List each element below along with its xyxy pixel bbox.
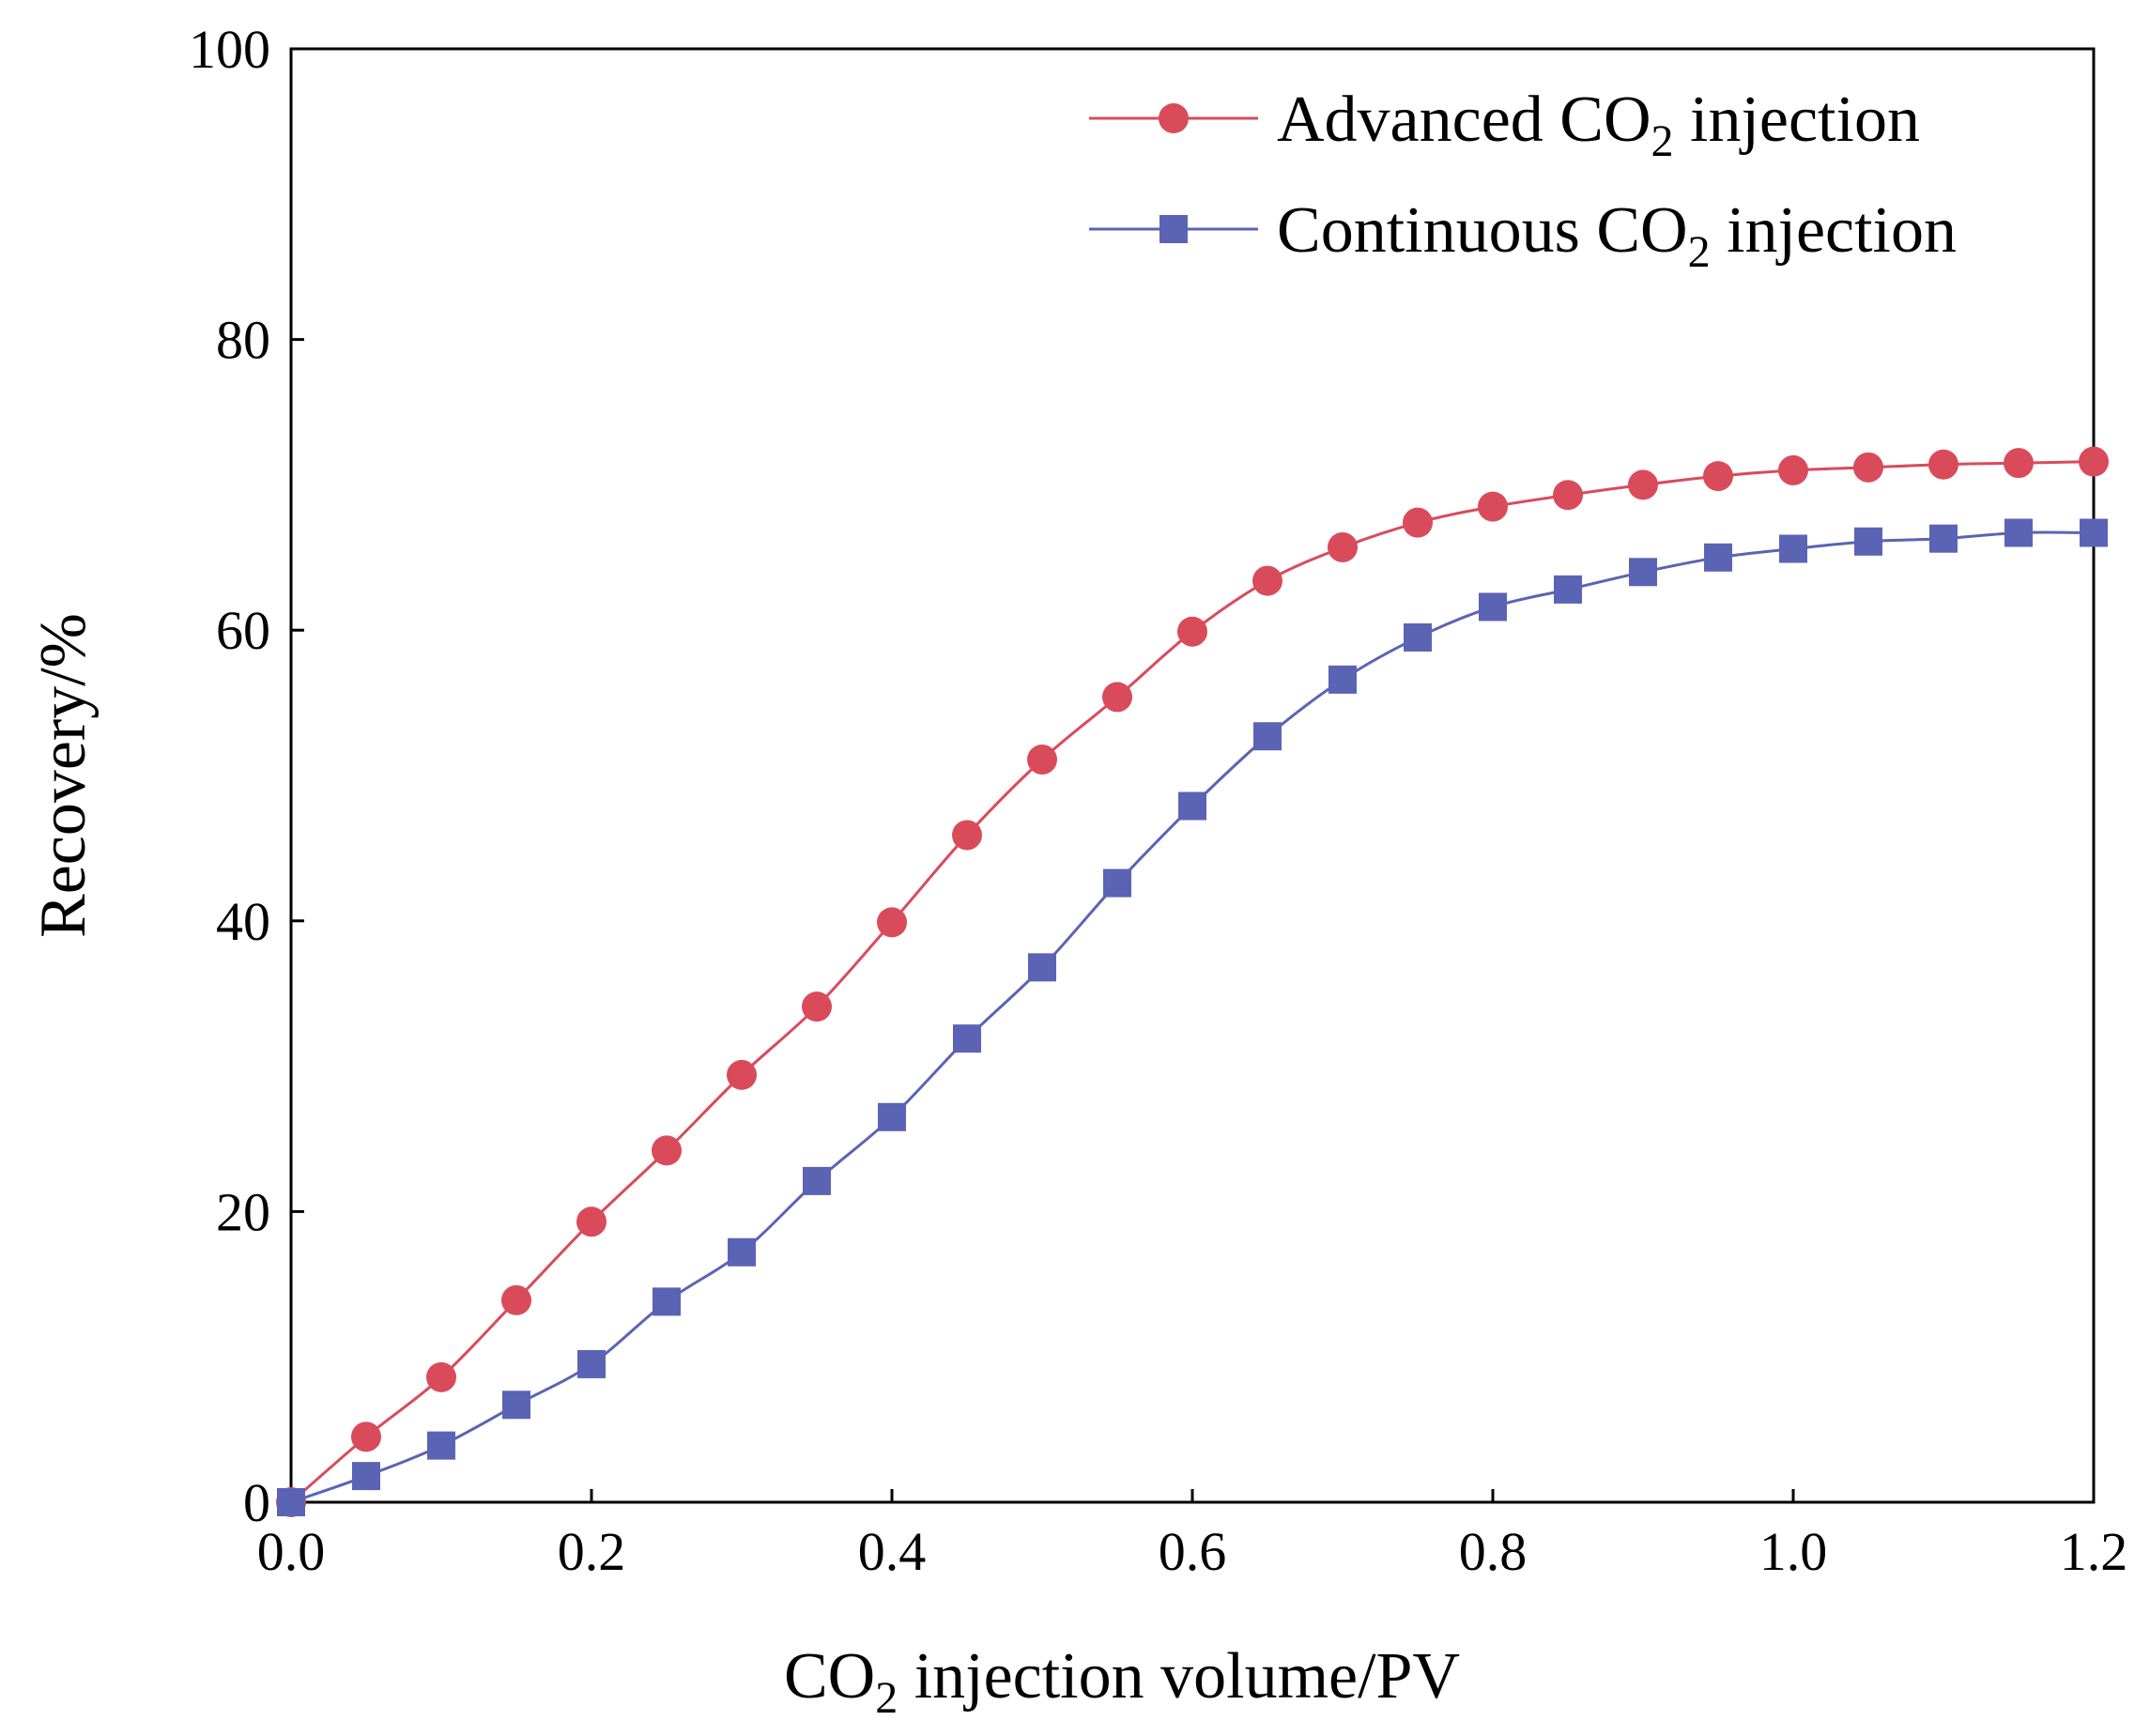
series-0-point [501,1284,531,1315]
legend-label-continuous: Continuous CO2 injection [1277,194,1957,277]
series-0-point [1703,461,1733,492]
y-axis-title: Recovery/% [27,613,100,938]
series-0-point [802,991,832,1022]
series-1-point [2004,518,2033,547]
series-1-point [1479,592,1507,622]
series-0-point [1628,469,1658,500]
series-0-point [2004,448,2034,479]
x-tick-label: 1.0 [1759,1521,1828,1582]
series-1-point [1103,868,1131,898]
series-0-point [952,820,982,851]
series-0-point [1478,491,1508,522]
y-tick-label: 20 [216,1181,270,1242]
series-0-point [1102,682,1132,713]
legend-label-continuous-rest: injection [1711,194,1957,267]
series-1-point [427,1431,455,1460]
series-0-point [1553,480,1583,511]
series-0-point [1177,616,1207,647]
legend-label-continuous-subscript: 2 [1688,227,1711,277]
legend-marker-continuous [1159,215,1188,243]
series-1-point [1929,524,1958,553]
legend-label-advanced: Advanced CO2 injection [1277,84,1920,166]
series-0-point [652,1135,682,1166]
x-tick-label: 0.8 [1459,1521,1528,1582]
series-1-point [502,1390,530,1420]
series-1-point [1028,953,1056,982]
series-1-point [1554,575,1582,604]
series-1-point [803,1166,831,1195]
legend-marker-advanced [1159,103,1189,133]
x-axis-title-subscript: 2 [875,1673,898,1723]
series-0-point [2079,446,2109,477]
series-0-point [877,907,907,938]
series-0-point [1928,449,1958,480]
y-tick-label: 60 [216,600,270,661]
legend-label-advanced-main: Advanced CO [1277,84,1651,156]
series-line-1 [290,530,2095,1504]
x-axis-title: CO2 injection volume/PV [784,1640,1460,1723]
series-1-point [1253,722,1282,751]
x-tick-label: 0.2 [558,1521,626,1582]
x-tick-label: 0.0 [257,1521,326,1582]
legend-label-continuous-main: Continuous CO [1277,194,1688,267]
series-1-point [1328,665,1357,694]
series-0-point [1328,531,1358,562]
series-0-point [351,1421,381,1452]
y-tick-label: 80 [216,310,270,371]
x-tick-label: 0.6 [1159,1521,1227,1582]
series-1-point [2080,518,2108,547]
series-0-point [1027,744,1057,775]
y-tick-label: 40 [216,891,270,952]
series-0-point [1778,454,1808,485]
axis-ticks: 0.0 0.2 0.4 0.6 0.8 1.0 1.2 0 20 40 60 80 100 [189,19,2127,1582]
series-1-point [277,1488,305,1516]
series-1-point [1178,791,1206,821]
series-1-point [1629,558,1657,587]
x-axis-title-main: CO [784,1640,875,1713]
series-1-point [878,1102,906,1131]
series-1-point [577,1349,606,1378]
legend-label-advanced-subscript: 2 [1651,116,1674,166]
series-0-point [1403,507,1433,538]
plot-frame [289,47,2096,1504]
y-tick-label: 100 [189,19,270,80]
series-0-point [426,1361,456,1392]
y-tick-label: 0 [243,1472,270,1533]
series-0-point [1252,565,1282,596]
series-1-point [953,1024,981,1053]
x-tick-label: 0.4 [858,1521,927,1582]
series-1-point [1779,534,1807,563]
series-markers [276,446,2109,1517]
series-0-point [1853,452,1883,483]
series-0-point [576,1206,607,1237]
series-1-point [352,1462,380,1491]
series-1-point [1404,622,1432,652]
series-1-point [1854,527,1882,556]
series-0-point [727,1059,757,1090]
x-tick-label: 1.2 [2060,1521,2128,1582]
series-1-point [728,1237,756,1267]
series-1-point [1704,543,1732,572]
series-1-point [653,1287,681,1316]
legend-label-advanced-rest: injection [1674,84,1920,156]
x-axis-title-rest: injection volume/PV [898,1640,1460,1713]
legend: Advanced CO2 injection Continuous CO2 in… [1089,84,1957,277]
